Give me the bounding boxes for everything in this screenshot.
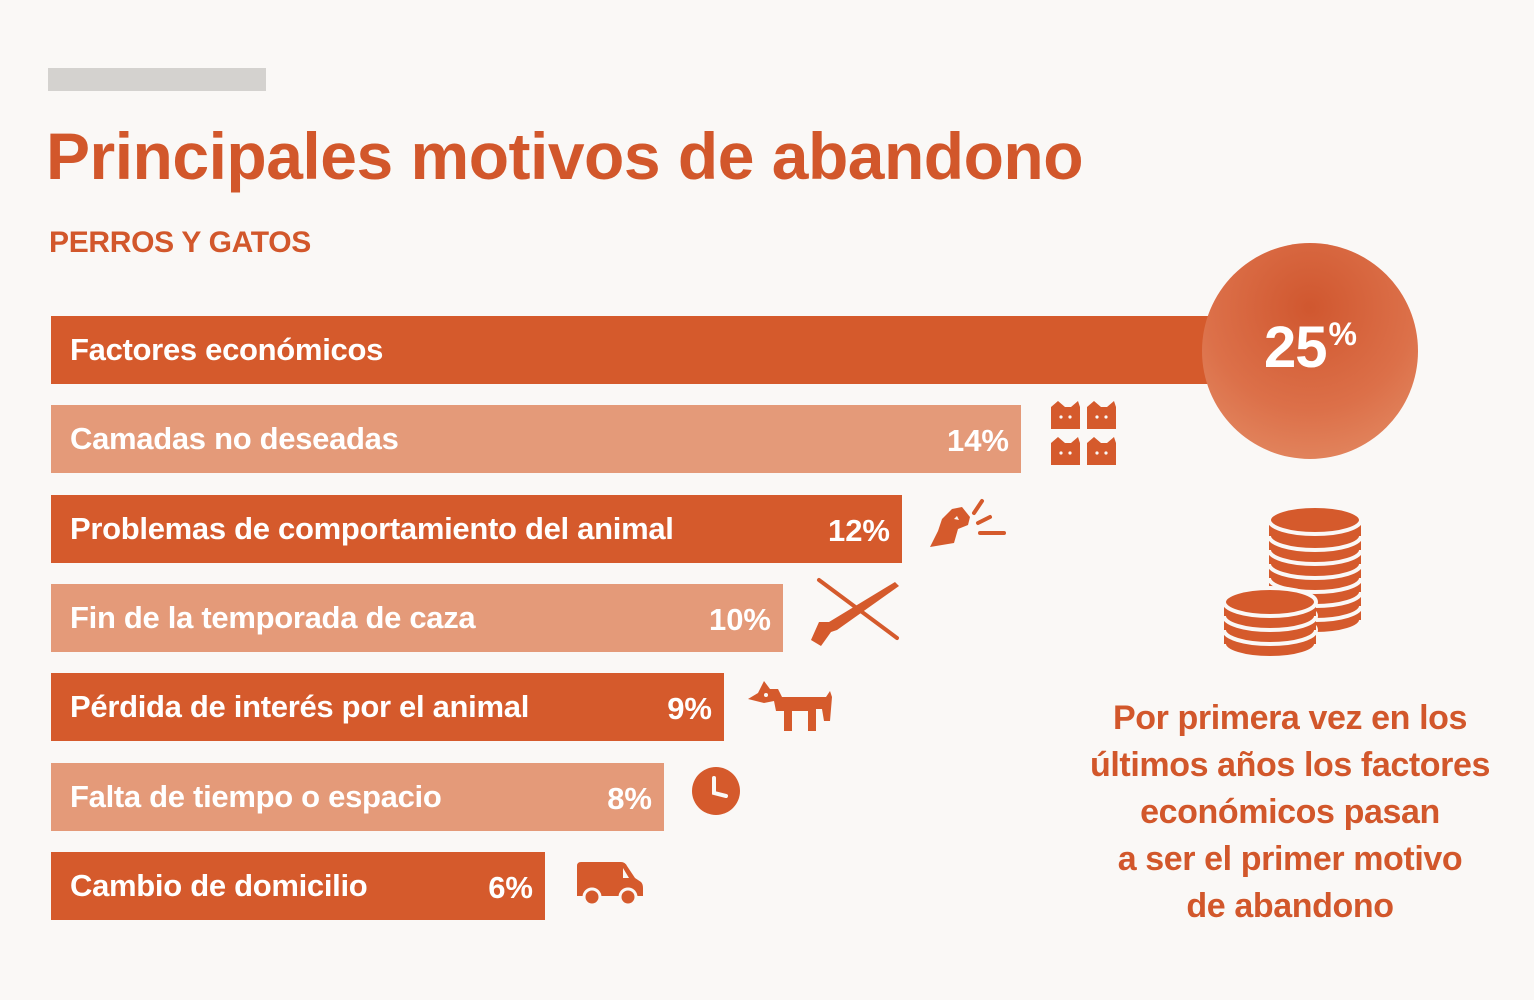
dog-icon: [746, 675, 834, 738]
note-line: de abandono: [1186, 887, 1394, 925]
bar-label: Falta de tiempo o espacio: [70, 779, 442, 814]
bar-value-label: 10%: [708, 602, 771, 637]
highlight-unit: %: [1328, 315, 1357, 352]
bar: Factores económicos: [51, 316, 1230, 384]
bar-value-label: 14%: [946, 423, 1009, 458]
bar-label: Factores económicos: [70, 332, 384, 367]
van-icon: [575, 860, 645, 911]
bar-label: Cambio de domicilio: [70, 868, 368, 903]
bar-value-label: 12%: [827, 513, 890, 548]
bar: Falta de tiempo o espacio 8%: [51, 763, 664, 831]
bar-label: Problemas de comportamiento del animal: [70, 511, 674, 546]
cats-icon: [1049, 399, 1119, 474]
clock-icon: [690, 765, 742, 822]
bar: Pérdida de interés por el animal 9%: [51, 673, 724, 741]
bar-value-label: 9%: [667, 691, 712, 726]
bar-value-label: 6%: [488, 870, 533, 905]
note-line: a ser el primer motivo: [1117, 840, 1463, 878]
bar: Camadas no deseadas 14%: [51, 405, 1021, 473]
note-text: Por primera vez en los últimos años los …: [1070, 695, 1510, 930]
note-line: últimos años los factores: [1090, 746, 1490, 784]
bar-label: Fin de la temporada de caza: [70, 600, 476, 635]
highlight-bubble: 25%: [1202, 243, 1418, 459]
top-decorative-rule: [48, 68, 266, 91]
bar-value-label: 8%: [607, 781, 652, 816]
coins-stack-icon: [1222, 504, 1363, 660]
bar: Cambio de domicilio 6%: [51, 852, 545, 920]
chart-title: Principales motivos de abandono: [46, 119, 1084, 193]
note-line: económicos pasan: [1140, 793, 1440, 831]
chart-subtitle: PERROS Y GATOS: [49, 226, 311, 259]
bar: Problemas de comportamiento del animal 12…: [51, 495, 902, 563]
bar: Fin de la temporada de caza 10%: [51, 584, 783, 652]
crossed-shotgun-icon: [807, 576, 903, 653]
bar-label: Camadas no deseadas: [70, 421, 399, 456]
note-line: Por primera vez en los: [1112, 699, 1467, 737]
barking-dog-icon: [928, 495, 1010, 556]
bar-label: Pérdida de interés por el animal: [70, 689, 530, 724]
highlight-value: 25%: [1264, 314, 1357, 380]
